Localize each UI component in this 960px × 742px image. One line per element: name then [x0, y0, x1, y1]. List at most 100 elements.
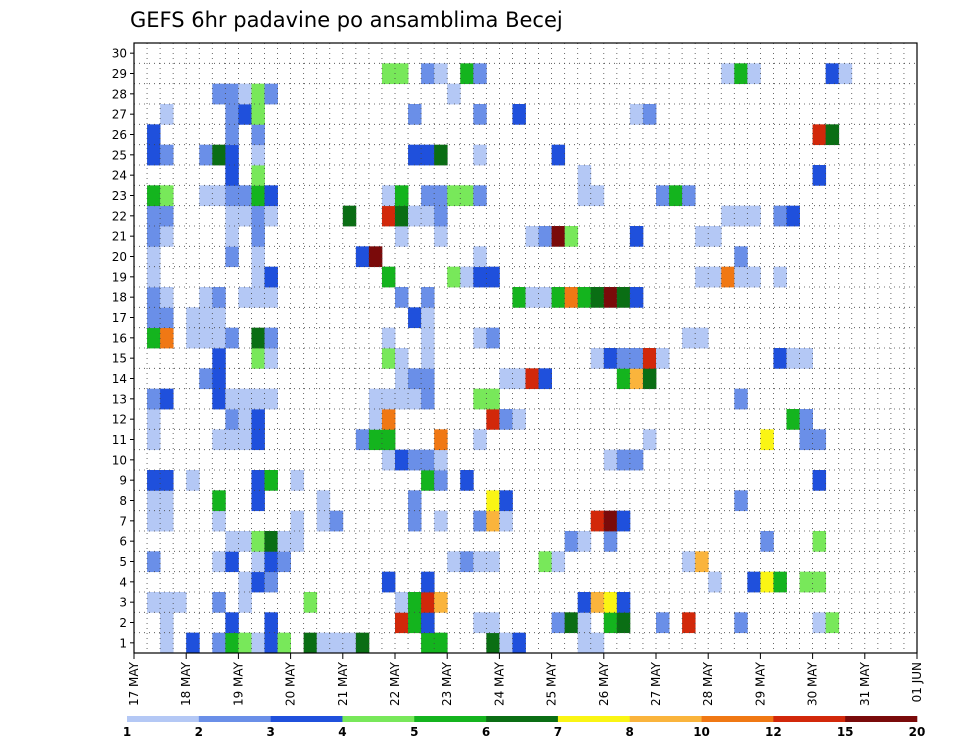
heatmap-cell — [577, 592, 592, 613]
x-tick-label: 18 MAY — [179, 661, 193, 706]
heatmap-cell — [408, 205, 422, 227]
heatmap-cell — [421, 205, 435, 227]
heatmap-cell — [160, 592, 174, 613]
y-tick-label: 19 — [112, 270, 127, 284]
heatmap-cell — [695, 226, 709, 247]
heatmap-cell — [642, 104, 657, 125]
heatmap-cell — [160, 307, 174, 329]
colorbar-tick-label: 7 — [554, 725, 562, 739]
heatmap-cell — [721, 266, 735, 288]
heatmap-cell — [225, 83, 239, 105]
heatmap-cell — [160, 144, 174, 166]
y-tick-label: 20 — [112, 250, 127, 264]
heatmap-cell — [225, 327, 239, 349]
heatmap-cell — [408, 612, 422, 634]
heatmap-cell — [616, 348, 631, 369]
heatmap-cell — [734, 612, 748, 634]
heatmap-cell — [212, 429, 226, 451]
heatmap-cell — [434, 63, 448, 85]
heatmap-cell — [381, 571, 396, 593]
heatmap-cell — [525, 287, 539, 308]
heatmap-cell — [825, 124, 840, 146]
heatmap-cell — [747, 266, 761, 288]
heatmap-cell — [251, 185, 265, 207]
heatmap-cell — [616, 449, 631, 471]
heatmap-cell — [642, 368, 657, 390]
heatmap-cell — [773, 571, 787, 593]
heatmap-cell — [329, 632, 344, 654]
heatmap-cell — [616, 510, 631, 532]
heatmap-cell — [695, 551, 709, 573]
heatmap-cell — [642, 348, 657, 369]
y-tick-label: 29 — [112, 67, 127, 81]
heatmap-cell — [434, 226, 448, 247]
heatmap-cell — [682, 185, 696, 207]
heatmap-cell — [238, 185, 252, 207]
heatmap-cell — [590, 592, 605, 613]
heatmap-cell — [786, 348, 800, 369]
heatmap-cell — [616, 287, 631, 308]
heatmap-cell — [225, 144, 239, 166]
x-tick-label: 30 MAY — [806, 661, 820, 706]
heatmap-cell — [212, 83, 226, 105]
heatmap-cell — [238, 632, 252, 654]
heatmap-cell — [225, 246, 239, 268]
x-tick-label: 20 MAY — [284, 661, 298, 706]
heatmap-cell — [381, 266, 396, 288]
y-tick-label: 18 — [112, 291, 127, 305]
heatmap-cell — [734, 63, 748, 85]
heatmap-cell — [316, 632, 331, 654]
y-tick-label: 23 — [112, 189, 127, 203]
x-axis-ticks: 17 MAY 18 MAY 19 MAY 20 MAY 21 MAY 22 MAY 23 M… — [127, 653, 924, 706]
heatmap-cell — [225, 388, 239, 410]
heatmap-cell — [395, 348, 409, 369]
heatmap-cell — [225, 185, 239, 207]
heatmap-cell — [251, 287, 265, 308]
heatmap-cell — [708, 226, 722, 247]
heatmap-cell — [421, 388, 435, 410]
heatmap-cell — [251, 388, 265, 410]
heatmap-cell — [421, 612, 435, 634]
heatmap-cell — [264, 531, 278, 552]
colorbar-tick-label: 4 — [338, 725, 346, 739]
heatmap-cell — [225, 612, 239, 634]
colorbar-tick-label: 15 — [837, 725, 854, 739]
colorbar-segment — [773, 716, 846, 722]
heatmap-cell — [486, 551, 500, 573]
heatmap-cell — [486, 510, 500, 532]
heatmap-cell — [395, 368, 409, 390]
heatmap-cell — [708, 571, 722, 593]
heatmap-cell — [629, 226, 644, 247]
heatmap-cell — [381, 449, 396, 471]
heatmap-cell — [486, 490, 500, 512]
grid-lines — [134, 43, 917, 653]
heatmap-cell — [160, 205, 174, 227]
heatmap-cell — [212, 144, 226, 166]
heatmap-cell — [434, 185, 448, 207]
x-tick-label: 17 MAY — [127, 661, 141, 706]
heatmap-cell — [629, 449, 644, 471]
heatmap-cell — [225, 429, 239, 451]
heatmap-cell — [629, 348, 644, 369]
heatmap-cell — [290, 470, 305, 491]
heatmap-cell — [799, 348, 813, 369]
heatmap-cell — [251, 83, 265, 105]
heatmap-cell — [225, 226, 239, 247]
heatmap-cell — [251, 144, 265, 166]
heatmap-cell — [160, 226, 174, 247]
heatmap-cell — [199, 287, 213, 308]
colorbar-ticks: 1 2 3 4 5 6 7 8 10 12 15 20 — [123, 725, 926, 739]
heatmap-cell — [538, 551, 552, 573]
y-tick-label: 10 — [112, 453, 127, 467]
heatmap-cell — [342, 632, 357, 654]
heatmap-cell — [251, 124, 265, 146]
heatmap-cell — [656, 612, 670, 634]
heatmap-cell — [421, 571, 435, 593]
x-tick-label: 23 MAY — [440, 661, 454, 706]
heatmap-cell — [408, 307, 422, 329]
y-tick-label: 30 — [112, 47, 127, 61]
heatmap-cell — [629, 368, 644, 390]
heatmap-cell — [147, 287, 161, 308]
heatmap-cell — [525, 226, 539, 247]
heatmap-cell — [395, 449, 409, 471]
